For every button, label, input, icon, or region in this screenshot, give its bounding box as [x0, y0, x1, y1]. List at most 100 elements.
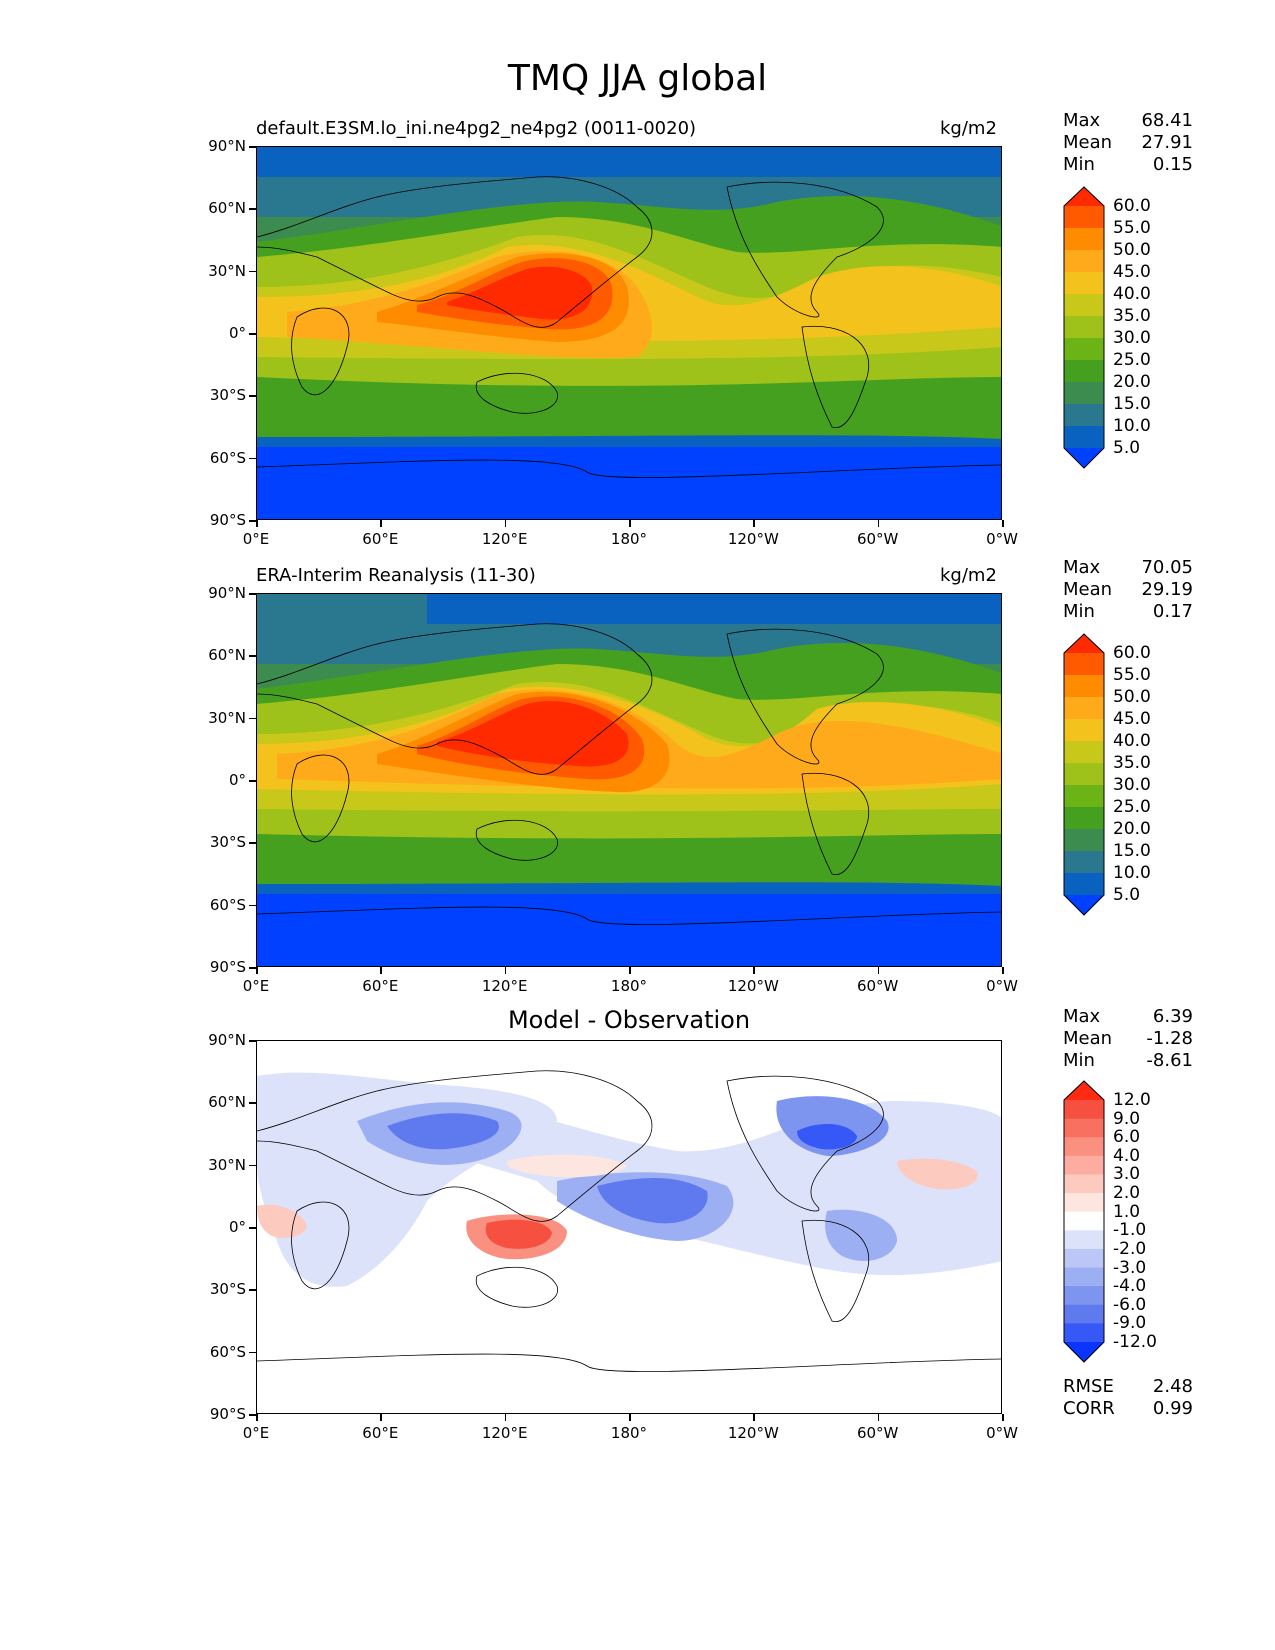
map-plot [256, 146, 1002, 520]
colorbar-label: -2.0 [1113, 1238, 1147, 1259]
colorbar-segment [1064, 851, 1104, 874]
colorbar-label: 10.0 [1113, 416, 1151, 436]
stat-row: Mean 29.19 [1063, 579, 1193, 601]
y-tick [249, 1414, 256, 1416]
colorbar-segment [1064, 1174, 1104, 1194]
coastlines [257, 176, 1001, 478]
colorbar-segment [1064, 873, 1104, 896]
colorbar-label: 9.0 [1113, 1108, 1141, 1129]
colorbar-label: -3.0 [1113, 1257, 1147, 1278]
x-tick [380, 1414, 382, 1421]
y-tick-label: 30°N [208, 1155, 246, 1174]
stat-label: Min [1063, 1050, 1095, 1071]
stat-value: 0.15 [1152, 154, 1193, 175]
colorbar-segment [1064, 741, 1104, 764]
stat-label: Min [1063, 154, 1095, 175]
colorbar-extend-max [1064, 634, 1104, 653]
x-tick-label: 0°E [242, 1424, 270, 1442]
y-tick [249, 655, 256, 657]
colorbar-segment [1064, 206, 1104, 229]
y-tick-label: 30°N [208, 708, 246, 727]
colorbar-label: 35.0 [1113, 306, 1151, 326]
stat-label: CORR [1063, 1398, 1115, 1419]
x-tick [753, 520, 755, 527]
colorbar-label: 45.0 [1113, 709, 1151, 729]
coastlines [257, 1070, 1001, 1372]
colorbar [1063, 633, 1105, 916]
colorbar-label: 20.0 [1113, 372, 1151, 392]
y-tick [249, 717, 256, 720]
y-tick [249, 593, 256, 595]
colorbar-label: 15.0 [1113, 841, 1151, 861]
y-tick [249, 780, 256, 782]
colorbar-label: 15.0 [1113, 394, 1151, 414]
stats-block: Max 68.41 Mean 27.91 Min 0.15 [1063, 110, 1193, 176]
x-tick-label: 0°W [986, 1424, 1018, 1442]
coastlines [257, 623, 1001, 925]
y-tick-label: 60°N [208, 646, 246, 665]
y-tick-label: 90°N [208, 1031, 246, 1049]
y-tick-label: 30°S [209, 833, 246, 852]
colorbar-segment [1064, 1230, 1104, 1250]
stat-label: Mean [1063, 1028, 1113, 1049]
y-tick [249, 270, 256, 273]
y-tick [249, 208, 256, 210]
colorbar-segment [1064, 360, 1104, 383]
colorbar-segment [1064, 404, 1104, 427]
stat-value: 6.39 [1152, 1006, 1193, 1027]
x-tick [1002, 1414, 1004, 1421]
stat-value: 29.19 [1141, 579, 1193, 600]
x-tick-label: 0°W [986, 977, 1018, 995]
colorbar-label: 6.0 [1113, 1127, 1141, 1148]
colorbar-segment [1064, 829, 1104, 852]
colorbar-extend-max [1064, 1081, 1104, 1100]
colorbar-label: 60.0 [1113, 196, 1151, 216]
y-tick-label: 60°N [208, 199, 246, 218]
colorbar-segment [1064, 228, 1104, 251]
y-tick [249, 520, 256, 522]
colorbar-segment [1064, 1100, 1104, 1120]
colorbar-label: -4.0 [1113, 1276, 1147, 1297]
x-tick-label: 0°E [242, 530, 270, 548]
colorbar-extend-min [1064, 448, 1104, 468]
colorbar-label: 55.0 [1113, 665, 1151, 685]
stat-label: Max [1063, 1006, 1101, 1027]
stat-value: 0.99 [1152, 1398, 1193, 1419]
y-tick-label: 0° [228, 771, 246, 789]
stat-label: Mean [1063, 579, 1113, 600]
x-tick [877, 1414, 880, 1421]
panel-units: kg/m2 [940, 565, 997, 586]
stat-row: Min 0.15 [1063, 154, 1193, 176]
y-tick [249, 457, 256, 460]
stat-row: Max 6.39 [1063, 1006, 1193, 1028]
stat-row: CORR 0.99 [1063, 1398, 1193, 1420]
stat-value: 0.17 [1152, 601, 1193, 622]
stat-value: 68.41 [1141, 110, 1193, 131]
x-tick-label: 60°W [856, 977, 899, 995]
stat-row: RMSE 2.48 [1063, 1376, 1193, 1398]
colorbar-segment [1064, 785, 1104, 808]
colorbar-segment [1064, 426, 1104, 449]
x-tick-label: 120°W [727, 1424, 779, 1442]
colorbar-label: 40.0 [1113, 731, 1151, 751]
x-tick [877, 967, 880, 974]
x-tick-label: 120°W [727, 977, 779, 995]
colorbar-segment [1064, 272, 1104, 295]
stat-row: Mean 27.91 [1063, 132, 1193, 154]
x-tick-label: 120°W [727, 530, 779, 548]
y-tick-label: 60°S [209, 895, 246, 914]
stat-label: Mean [1063, 132, 1113, 153]
colorbar-segment [1064, 675, 1104, 698]
colorbar-segment [1064, 1193, 1104, 1213]
colorbar-segment [1064, 763, 1104, 786]
stat-value: -1.28 [1146, 1028, 1193, 1049]
x-tick [256, 967, 258, 974]
y-tick [249, 1227, 256, 1229]
x-tick-label: 60°E [362, 977, 399, 995]
x-tick [380, 520, 382, 527]
colorbar-segment [1064, 807, 1104, 830]
x-tick [1002, 520, 1004, 527]
stats-block: Max 6.39 Mean -1.28 Min -8.61 [1063, 1006, 1193, 1072]
colorbar-label: 2.0 [1113, 1183, 1141, 1204]
x-tick-label: 60°W [856, 1424, 899, 1442]
